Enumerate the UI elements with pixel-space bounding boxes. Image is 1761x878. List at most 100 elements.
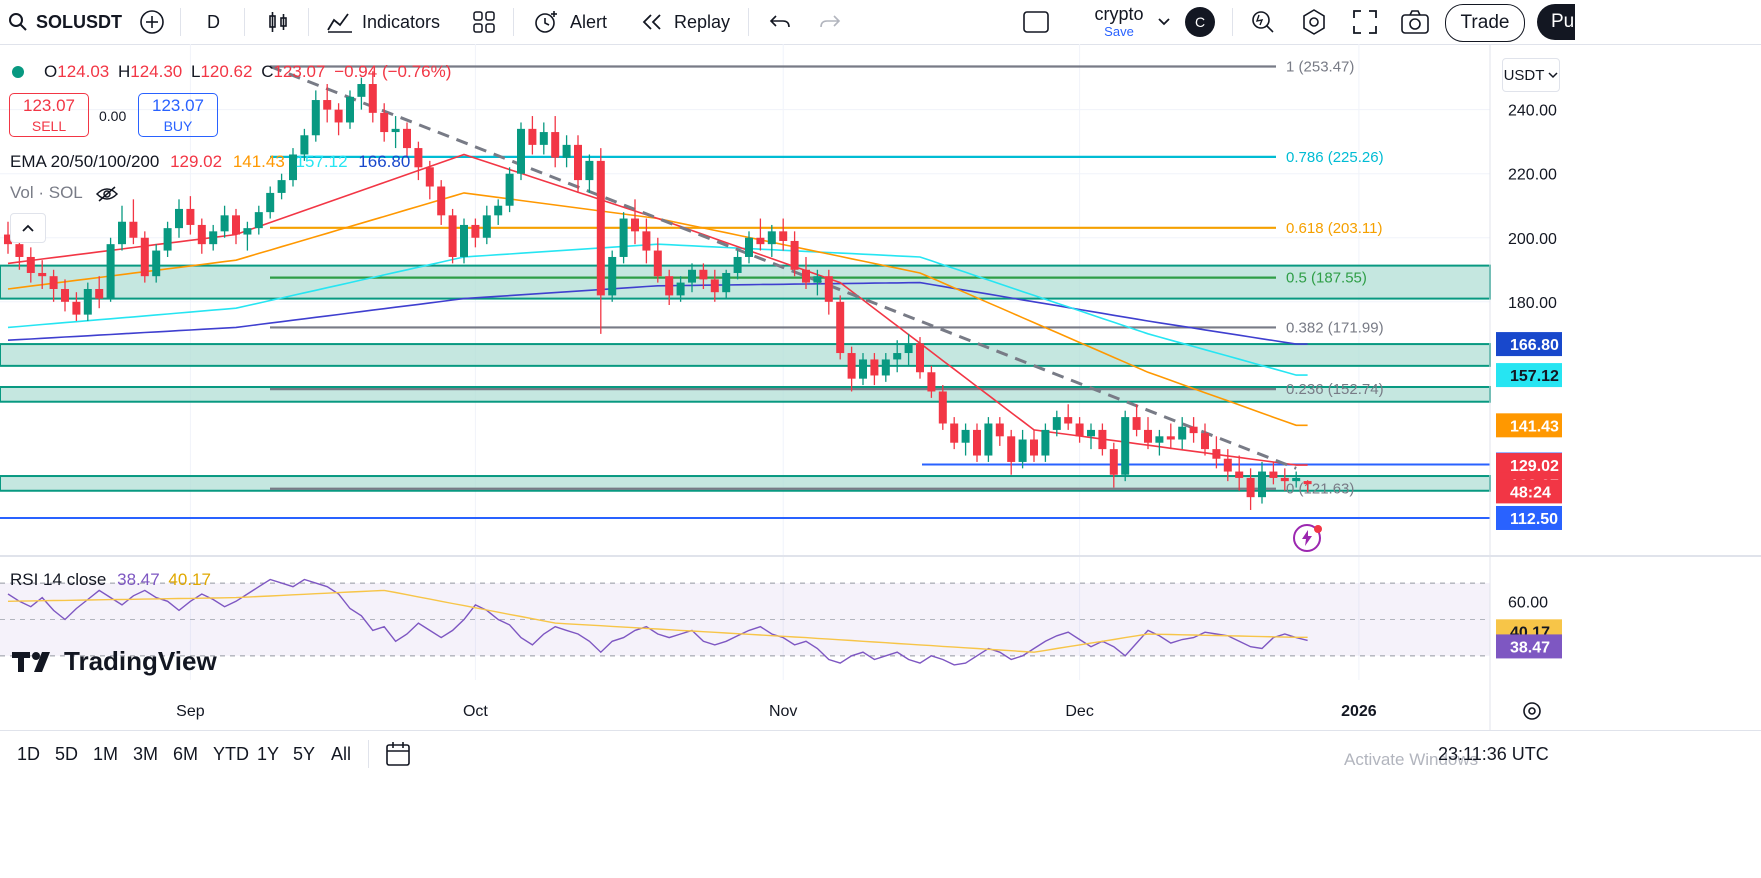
candle-body [1212, 449, 1221, 459]
candle-body [1292, 477, 1301, 482]
templates-button[interactable] [472, 0, 496, 44]
range-button-1m[interactable]: 1M [93, 744, 119, 764]
candle-body [243, 228, 252, 235]
candle-body [49, 276, 58, 289]
candles [4, 71, 1312, 510]
alert-label: Alert [570, 11, 608, 32]
user-avatar[interactable]: C [1185, 7, 1215, 37]
settings-button[interactable] [1300, 0, 1328, 44]
symbol-search[interactable]: SOLUSDT [8, 0, 122, 44]
currency-label: USDT [1503, 66, 1545, 84]
replay-icon [642, 14, 661, 30]
trade-button[interactable]: Trade [1445, 4, 1525, 42]
candle-body [494, 205, 503, 216]
collapse-legend-button[interactable] [10, 213, 46, 243]
trend-line [269, 65, 1297, 470]
candle-body [403, 128, 411, 149]
snapshot-button[interactable] [1400, 0, 1430, 44]
time-axis-label: 2026 [1341, 703, 1377, 720]
l-label: L [190, 62, 201, 81]
buy-button[interactable]: 123.07 BUY [138, 93, 218, 137]
currency-selector[interactable]: USDT [1502, 58, 1560, 92]
candle-body [471, 224, 480, 238]
ema200-value: 166.80 [358, 152, 411, 171]
candle-body [517, 128, 525, 174]
candle-body [1155, 436, 1164, 443]
candle-body [448, 215, 457, 257]
volume-legend[interactable]: Vol · SOL [10, 183, 119, 203]
rsi-ma-value: 40.17 [168, 570, 211, 589]
quick-search-button[interactable] [1248, 0, 1276, 44]
ema200-line [7, 281, 1308, 345]
candle-body [1178, 426, 1187, 440]
candle-body [380, 112, 389, 133]
range-button-6m[interactable]: 6M [173, 744, 199, 764]
candle-body [1303, 481, 1312, 485]
chart-type-button[interactable] [266, 0, 290, 44]
candle-body [1201, 433, 1209, 450]
candle-body [756, 237, 765, 245]
candle-body [847, 353, 856, 379]
range-button-1d[interactable]: 1D [17, 744, 41, 764]
candle-body [950, 423, 959, 443]
range-button-all[interactable]: All [331, 744, 352, 764]
candle-body [357, 84, 366, 97]
range-button-1y[interactable]: 1Y [257, 744, 280, 764]
price-tag-label: 48:24 [1510, 484, 1551, 501]
time-axis-label: Sep [176, 703, 205, 720]
price-chart[interactable]: 1 (253.47) 0.786 (225.26) 0.618 (203.11) 0.… [0, 44, 1761, 730]
candle-body [106, 244, 115, 299]
ema-label: EMA 20/50/100/200 [10, 152, 160, 171]
chart-settings-button[interactable] [1521, 700, 1543, 727]
redo-button[interactable] [818, 0, 842, 44]
publish-button[interactable]: Pu [1537, 4, 1575, 40]
layout-menu-button[interactable] [1156, 0, 1172, 44]
candle-body [425, 167, 434, 187]
lightning-alert-button[interactable] [1293, 524, 1321, 552]
chevron-down-icon [1158, 18, 1170, 26]
range-button-3m[interactable]: 3M [133, 744, 159, 764]
candle-body [733, 256, 742, 273]
o-label: O [44, 62, 58, 81]
price-axis-label: 220.00 [1508, 167, 1557, 184]
replay-button[interactable]: Replay [640, 0, 730, 44]
candle-body [1166, 436, 1175, 440]
buy-price: 123.07 [152, 96, 204, 115]
price-tag-box [1496, 332, 1562, 357]
fullscreen-icon [1353, 10, 1377, 34]
candle-body [1258, 471, 1266, 498]
candle-body [653, 250, 662, 277]
lightning-icon [1302, 530, 1312, 546]
eye-hidden-icon[interactable] [95, 185, 119, 202]
interval-button[interactable]: D [207, 11, 220, 32]
date-range-button[interactable] [384, 740, 412, 773]
candle-body [574, 144, 582, 181]
add-symbol-button[interactable] [139, 0, 165, 44]
utc-clock[interactable]: 23:11:36 UTC [1438, 744, 1549, 764]
fullscreen-button[interactable] [1352, 0, 1378, 44]
layout-button[interactable] [1022, 0, 1050, 44]
settings-icon [1523, 702, 1541, 720]
open-value: 124.03 [57, 62, 110, 81]
chevron-down-icon [1548, 72, 1558, 79]
activate-windows-overlay: Activate Windows [1344, 750, 1479, 769]
price-axis-label: 180.00 [1508, 295, 1557, 312]
ohlc-legend: O124.03 H124.30 L120.62 C123.07 −0.94 (−… [44, 62, 451, 82]
candle-body [984, 423, 993, 456]
candle-body [334, 109, 343, 123]
layout-name-button[interactable]: crypto Save [1078, 4, 1160, 40]
candle-body [1223, 458, 1232, 472]
alert-button[interactable]: Alert [532, 0, 607, 44]
indicators-button[interactable]: Indicators [326, 0, 440, 44]
candle-body [437, 186, 446, 216]
range-button-5d[interactable]: 5D [55, 744, 79, 764]
rsi-line [7, 578, 1308, 666]
candle-body [220, 215, 229, 232]
range-button-5y[interactable]: 5Y [293, 744, 316, 764]
rsi-axis-label: 60.00 [1508, 594, 1548, 611]
candle-body [368, 84, 377, 113]
sell-button[interactable]: 123.07 SELL [9, 93, 89, 137]
range-button-ytd[interactable]: YTD [213, 744, 249, 764]
sell-label: SELL [31, 118, 67, 134]
undo-button[interactable] [768, 0, 792, 44]
